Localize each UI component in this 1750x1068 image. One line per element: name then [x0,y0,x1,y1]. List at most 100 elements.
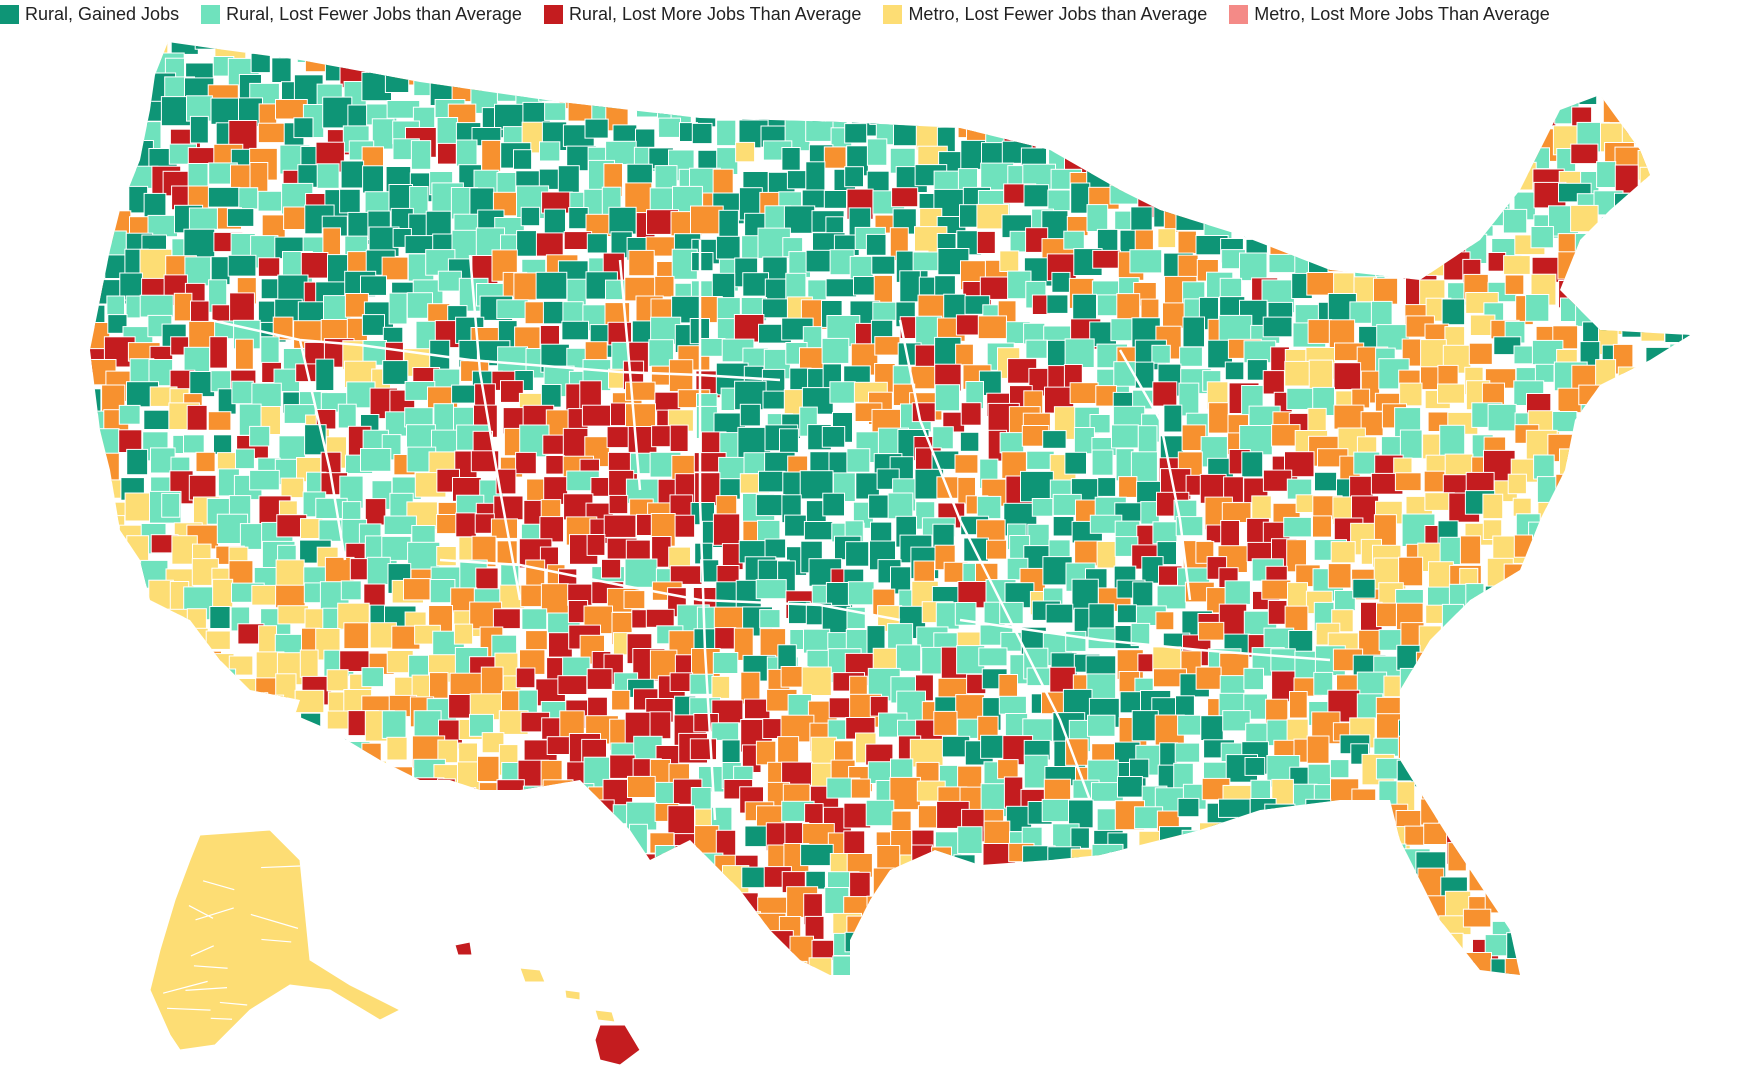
county-rural-gained [962,870,989,904]
county-metro-fewer [145,699,168,733]
county-metro-more [1118,476,1138,498]
county-metro-fewer [428,939,462,971]
county-metro-fewer [164,608,190,629]
county-rural-gained [1581,248,1612,269]
county-rural-fewer [998,42,1018,69]
county-rural-gained [1241,934,1264,967]
county-rural-more [1641,191,1670,225]
county-rural-fewer [848,76,881,102]
county-metro-more [1504,274,1525,295]
county-rural-more [715,829,737,857]
county-metro-more [1445,734,1465,754]
county-rural-fewer [1555,934,1583,963]
county-metro-more [448,826,482,858]
county-rural-gained [429,851,459,874]
county-rural-fewer [1179,886,1202,911]
county-rural-fewer [1424,215,1456,237]
county-metro-fewer [170,690,199,714]
county-rural-gained [293,117,314,139]
county-rural-fewer [1185,913,1211,938]
county-rural-fewer [1073,82,1104,114]
county-metro-fewer [103,537,124,565]
county-metro-more [1306,735,1330,764]
legend-swatch-rural-more [543,4,563,24]
county-rural-fewer [1574,277,1603,309]
county-rural-gained [362,165,385,194]
county-rural-gained [691,252,714,272]
county-rural-fewer [433,403,454,434]
county-rural-gained [711,272,736,300]
county-rural-fewer [1647,626,1672,658]
county-metro-more [1195,666,1222,690]
county-rural-gained [654,85,678,116]
county-metro-more [1361,898,1381,920]
county-rural-fewer [1692,276,1713,306]
county-rural-gained [1685,146,1690,176]
county-metro-fewer [1437,779,1471,812]
county-rural-gained [833,987,863,1006]
county-metro-more [1241,149,1261,182]
county-metro-more [1272,831,1300,860]
legend-label-rural-gained: Rural, Gained Jobs [25,3,180,24]
county-rural-gained [674,914,709,937]
county-metro-fewer [150,710,183,730]
hawaii-island-2 [564,989,581,1001]
county-rural-more [539,516,565,543]
county-rural-fewer [361,667,384,688]
county-metro-more [1351,788,1377,811]
county-metro-fewer [1601,76,1628,99]
county-rural-fewer [1471,650,1504,670]
county-rural-fewer [1692,567,1717,587]
county-metro-fewer [1397,935,1420,965]
county-rural-gained [810,81,837,102]
county-rural-more [90,807,98,838]
county-metro-more [1602,96,1627,124]
county-metro-more [1332,801,1355,833]
county-rural-gained [90,848,108,870]
county-rural-fewer [1530,226,1554,249]
alaska-county-border [195,907,234,921]
county-metro-more [1614,934,1647,961]
county-metro-more [1596,673,1628,700]
county-rural-gained [1372,188,1396,211]
county-rural-fewer [1637,272,1665,303]
county-rural-gained [1203,172,1223,205]
county-rural-gained [931,98,959,128]
county-rural-more [391,919,422,942]
county-metro-more [1376,602,1397,628]
county-rural-fewer [473,869,493,895]
county-rural-fewer [90,259,107,293]
county-rural-fewer [1596,233,1622,264]
county-rural-fewer [1614,688,1635,718]
county-metro-fewer [1087,140,1121,170]
county-metro-more [1600,451,1622,485]
county-metro-fewer [1152,646,1182,673]
county-rural-fewer [1660,675,1687,701]
county-rural-gained [340,160,365,189]
county-rural-more [1009,886,1031,919]
county-rural-gained [187,678,219,704]
alaska-county-border [210,1017,233,1020]
county-rural-more [1329,213,1359,246]
county-rural-fewer [1064,338,1095,368]
county-rural-more [976,230,996,254]
county-rural-fewer [1644,871,1667,896]
county-rural-more [966,42,989,50]
county-rural-gained [90,754,108,785]
county-metro-more [1266,983,1296,1012]
county-metro-more [1045,978,1064,1006]
county-metro-more [1688,51,1690,75]
county-metro-fewer [108,674,139,700]
county-rural-fewer [1657,942,1682,975]
county-metro-more [1531,646,1554,676]
county-rural-fewer [1556,986,1586,1019]
county-rural-gained [382,360,409,385]
county-metro-more [999,983,1026,1013]
county-rural-fewer [90,454,106,488]
county-metro-fewer [299,649,319,678]
county-rural-fewer [978,931,1012,958]
county-rural-more [455,512,477,538]
county-metro-more [1185,847,1207,878]
county-metro-fewer [1441,756,1474,789]
county-metro-fewer [1443,804,1468,824]
